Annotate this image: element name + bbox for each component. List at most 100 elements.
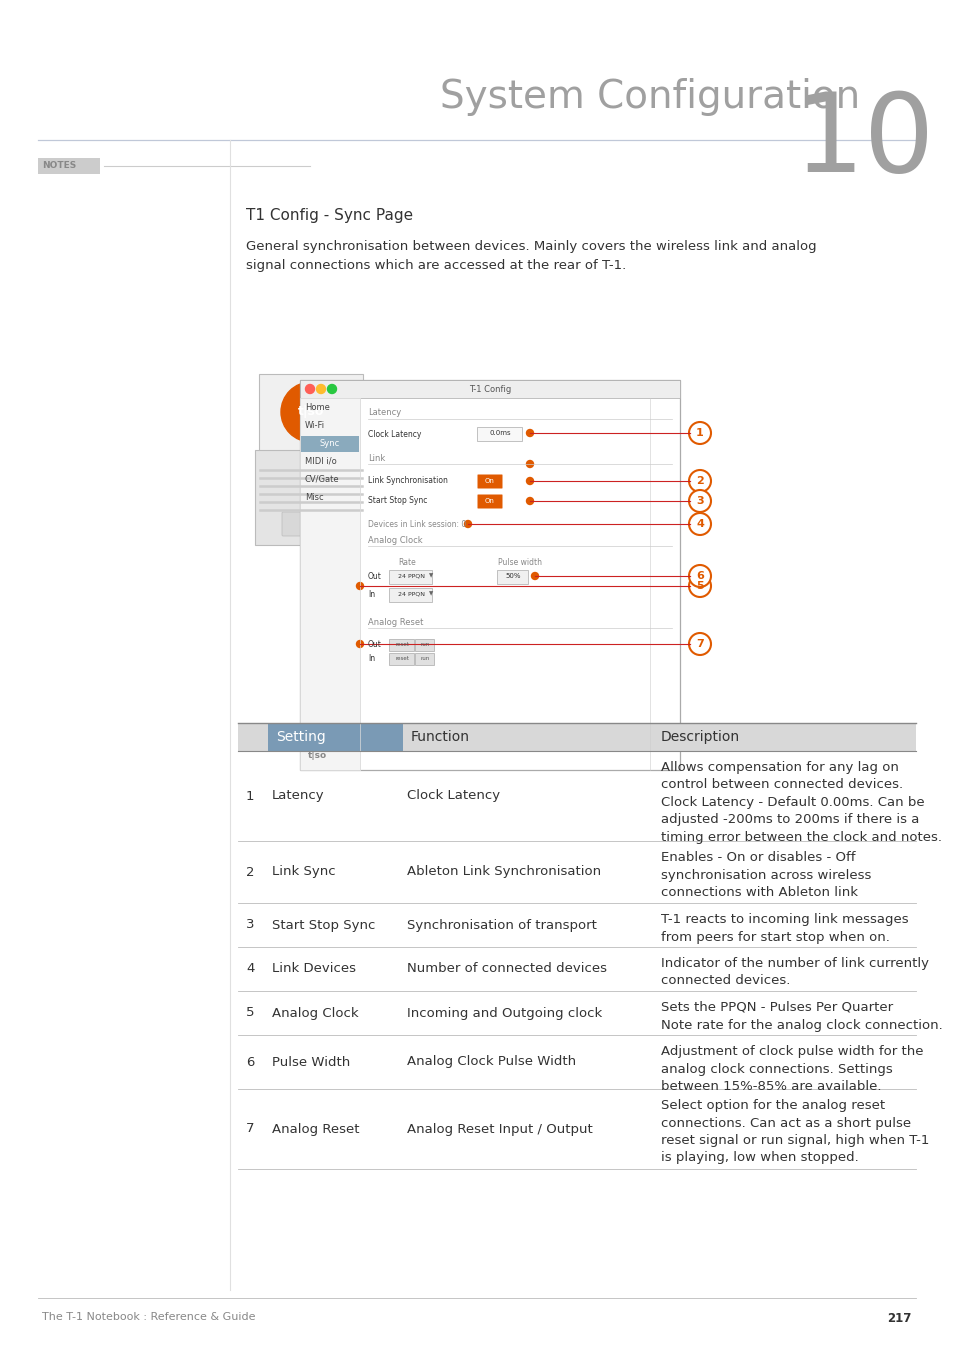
Circle shape [688, 470, 710, 491]
Text: run: run [420, 656, 429, 662]
Circle shape [526, 429, 533, 436]
FancyBboxPatch shape [416, 639, 434, 651]
FancyBboxPatch shape [477, 474, 502, 489]
FancyBboxPatch shape [497, 570, 528, 583]
Text: 6: 6 [246, 1056, 254, 1068]
FancyBboxPatch shape [477, 427, 522, 440]
Text: The T-1 Notebook : Reference & Guide: The T-1 Notebook : Reference & Guide [42, 1312, 255, 1322]
Text: Start Stop Sync: Start Stop Sync [368, 495, 427, 505]
Text: Latency: Latency [368, 408, 401, 417]
Text: In: In [368, 590, 375, 599]
Text: Wi-Fi: Wi-Fi [305, 420, 325, 429]
Text: Sets the PPQN - Pulses Per Quarter
Note rate for the analog clock connection.: Sets the PPQN - Pulses Per Quarter Note … [660, 1000, 942, 1031]
Circle shape [281, 382, 340, 441]
Circle shape [464, 521, 471, 528]
Text: Sync: Sync [319, 439, 340, 447]
FancyBboxPatch shape [299, 398, 359, 770]
Text: 6: 6 [696, 571, 703, 580]
Text: T-1 reacts to incoming link messages
from peers for start stop when on.: T-1 reacts to incoming link messages fro… [660, 913, 907, 944]
FancyBboxPatch shape [389, 587, 432, 602]
Circle shape [688, 566, 710, 587]
Text: Link: Link [368, 454, 385, 463]
Text: 2: 2 [696, 477, 703, 486]
Text: Setting: Setting [275, 730, 325, 744]
Text: 10: 10 [793, 88, 934, 194]
FancyBboxPatch shape [38, 158, 100, 174]
Text: t|so: t|so [308, 751, 327, 760]
Text: Clock Latency: Clock Latency [407, 790, 499, 802]
Circle shape [526, 498, 533, 505]
Text: Rate: Rate [397, 558, 416, 567]
Circle shape [327, 385, 336, 393]
Text: Out: Out [368, 572, 381, 580]
Text: t|so: t|so [297, 405, 324, 418]
Text: 50%: 50% [505, 572, 520, 579]
Circle shape [688, 490, 710, 512]
Text: ▼: ▼ [429, 574, 433, 579]
Text: 3: 3 [696, 495, 703, 506]
Text: Out: Out [368, 640, 381, 649]
FancyBboxPatch shape [301, 436, 358, 452]
Text: Select option for the analog reset
connections. Can act as a short pulse
reset s: Select option for the analog reset conne… [660, 1099, 928, 1165]
Text: NOTES: NOTES [42, 162, 76, 170]
Text: 7: 7 [246, 1122, 254, 1135]
Text: 4: 4 [696, 518, 703, 529]
Text: Analog Reset Input / Output: Analog Reset Input / Output [407, 1122, 592, 1135]
Text: 4: 4 [246, 963, 254, 976]
Text: 5: 5 [696, 580, 703, 591]
Circle shape [526, 460, 533, 467]
Text: Link Synchronisation: Link Synchronisation [368, 477, 447, 485]
Text: 3: 3 [246, 918, 254, 932]
Text: Analog Clock: Analog Clock [368, 536, 422, 545]
Circle shape [531, 572, 537, 579]
Circle shape [356, 582, 363, 590]
FancyBboxPatch shape [402, 724, 652, 751]
Text: Function: Function [411, 730, 470, 744]
Circle shape [688, 633, 710, 655]
Text: T1 Config - Sync Page: T1 Config - Sync Page [246, 208, 413, 223]
Text: Misc: Misc [305, 493, 323, 501]
Text: Synchronisation of transport: Synchronisation of transport [407, 918, 597, 932]
Text: System Configuration: System Configuration [439, 78, 859, 116]
Text: On: On [484, 478, 495, 485]
Text: CV/Gate: CV/Gate [305, 474, 339, 483]
Circle shape [316, 385, 325, 393]
Text: On: On [484, 498, 495, 504]
Text: 217: 217 [886, 1312, 911, 1324]
Text: 0.0ms: 0.0ms [489, 431, 510, 436]
FancyBboxPatch shape [237, 724, 268, 751]
Text: 1: 1 [696, 428, 703, 437]
Text: 1: 1 [246, 790, 254, 802]
FancyBboxPatch shape [416, 652, 434, 664]
Text: ▼: ▼ [429, 591, 433, 597]
Text: Clock Latency: Clock Latency [368, 431, 421, 439]
Text: Analog Reset: Analog Reset [368, 618, 423, 626]
Circle shape [356, 640, 363, 648]
Text: T-1 Config: T-1 Config [468, 385, 511, 393]
Text: General synchronisation between devices. Mainly covers the wireless link and ana: General synchronisation between devices.… [246, 240, 816, 271]
Text: Home: Home [305, 402, 330, 412]
FancyBboxPatch shape [652, 724, 915, 751]
Text: 2: 2 [246, 865, 254, 879]
Text: Link Sync: Link Sync [272, 865, 335, 879]
Text: Description: Description [660, 730, 740, 744]
Text: 24 PPQN: 24 PPQN [397, 591, 424, 597]
Text: Indicator of the number of link currently
connected devices.: Indicator of the number of link currentl… [660, 957, 928, 987]
FancyBboxPatch shape [258, 374, 363, 451]
FancyBboxPatch shape [389, 570, 432, 583]
FancyBboxPatch shape [389, 639, 414, 651]
Text: Latency: Latency [272, 790, 324, 802]
Circle shape [688, 423, 710, 444]
Circle shape [688, 513, 710, 535]
FancyBboxPatch shape [299, 379, 679, 398]
Text: Pulse Width: Pulse Width [272, 1056, 350, 1068]
Text: reset: reset [395, 643, 409, 647]
Text: 24 PPQN: 24 PPQN [397, 574, 424, 579]
FancyBboxPatch shape [254, 450, 367, 545]
Circle shape [305, 385, 314, 393]
FancyBboxPatch shape [268, 724, 402, 751]
Text: Pulse width: Pulse width [497, 558, 541, 567]
Text: Start Stop Sync: Start Stop Sync [272, 918, 375, 932]
Circle shape [526, 478, 533, 485]
Text: Analog Clock Pulse Width: Analog Clock Pulse Width [407, 1056, 576, 1068]
